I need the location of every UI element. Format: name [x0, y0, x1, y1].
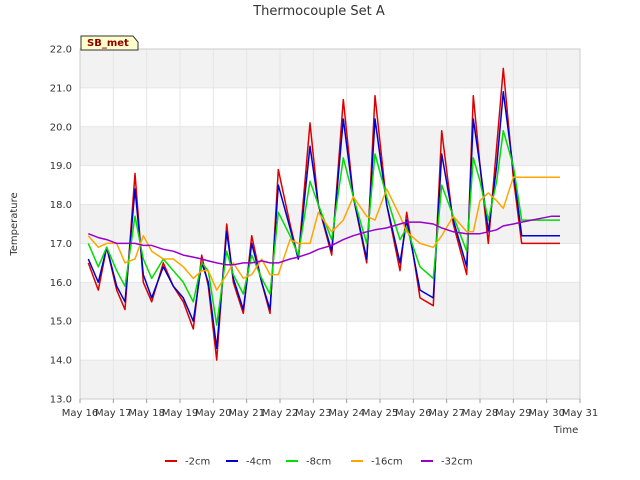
- chart-title: Thermocouple Set A: [252, 4, 385, 19]
- series-line: [87, 67, 560, 361]
- legend-item: -32cm: [421, 457, 473, 468]
- plot-frame: [79, 48, 581, 400]
- series-line: [88, 215, 560, 266]
- y-tick-label: 16.0: [50, 278, 72, 289]
- x-tick-label: May 19: [162, 408, 199, 419]
- legend-item: -8cm: [286, 457, 331, 468]
- y-tick-label: 17.0: [50, 239, 72, 250]
- y-tick-label: 20.0: [50, 122, 72, 133]
- site-badge: SB_met: [80, 35, 139, 51]
- x-tick-label: May 29: [495, 408, 532, 419]
- plot-background-bands: [80, 49, 580, 399]
- y-tick-label: 14.0: [50, 356, 72, 367]
- site-badge-label: SB_met: [87, 38, 129, 49]
- x-axis-label: Time: [553, 425, 578, 436]
- y-tick-label: 15.0: [50, 317, 72, 328]
- legend-label: -2cm: [185, 457, 210, 468]
- plot-band: [80, 360, 580, 399]
- plot-band: [80, 282, 580, 322]
- series-line: [87, 129, 560, 326]
- y-tick-label: 19.0: [50, 161, 72, 172]
- site-badge-box: [80, 35, 139, 51]
- plot-band: [80, 49, 580, 88]
- series-lines: [87, 67, 560, 361]
- y-tick-label: 22.0: [50, 45, 72, 56]
- legend-label: -16cm: [371, 457, 403, 468]
- x-tick-label: May 24: [328, 408, 365, 419]
- x-tick-label: May 16: [62, 408, 99, 419]
- x-tick-label: May 30: [528, 408, 565, 419]
- legend-item: -4cm: [226, 457, 271, 468]
- y-axis-ticks: 13.0 14.0 15.0 16.0 17.0 18.0 19.0 20.0 21.0 22.0: [50, 45, 72, 406]
- x-tick-label: May 27: [428, 408, 465, 419]
- plot-band: [80, 204, 580, 244]
- x-tick-label: May 28: [462, 408, 499, 419]
- x-tick-label: May 22: [262, 408, 299, 419]
- x-tick-label: May 17: [95, 408, 132, 419]
- x-tick-label: May 23: [295, 408, 332, 419]
- legend-item: -16cm: [351, 457, 403, 468]
- legend-label: -32cm: [441, 457, 473, 468]
- series-line: [87, 91, 560, 350]
- y-tick-label: 21.0: [50, 83, 72, 94]
- x-tick-label: May 25: [362, 408, 399, 419]
- y-axis-label: Temperature: [9, 192, 20, 256]
- legend: -2cm -4cm -8cm -16cm -32cm: [165, 457, 473, 468]
- x-tick-label: May 20: [195, 408, 232, 419]
- x-tick-label: May 18: [128, 408, 165, 419]
- legend-label: -8cm: [306, 457, 331, 468]
- y-tick-label: 18.0: [50, 200, 72, 211]
- y-tick-label: 13.0: [50, 395, 72, 406]
- x-tick-label: May 26: [395, 408, 432, 419]
- x-tick-label: May 31: [562, 408, 599, 419]
- plot-band: [80, 126, 580, 166]
- series-line: [87, 176, 560, 291]
- legend-label: -4cm: [246, 457, 271, 468]
- x-tick-label: May 21: [228, 408, 265, 419]
- legend-item: -2cm: [165, 457, 210, 468]
